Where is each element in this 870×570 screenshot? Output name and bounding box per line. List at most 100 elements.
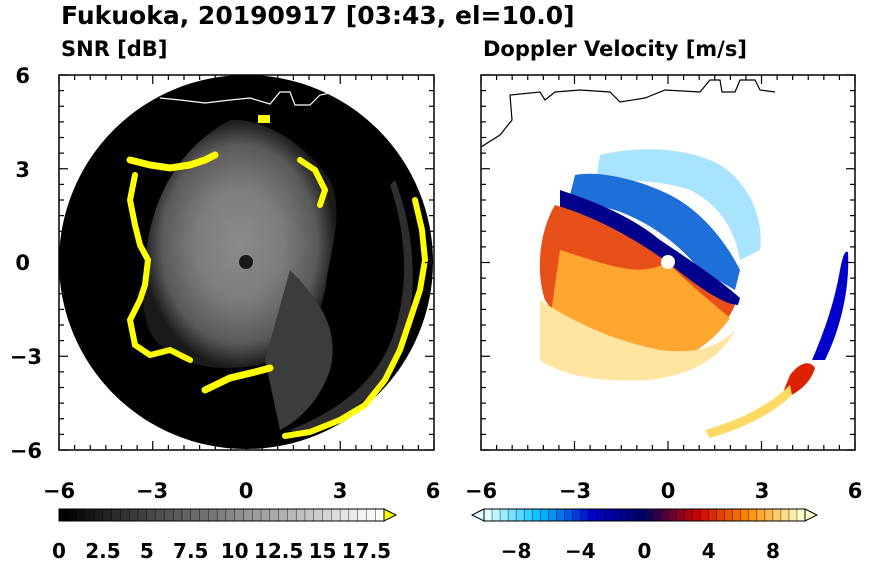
colorbar-bin: [58, 508, 69, 522]
colorbar-bin: [692, 508, 702, 522]
snr-y-tick: −3: [10, 345, 42, 369]
colorbar-bin: [668, 508, 678, 522]
snr-y-tick: 6: [15, 64, 30, 88]
colorbar-bin: [660, 508, 670, 522]
colorbar-bin: [278, 508, 288, 522]
colorbar-bin: [172, 508, 183, 522]
snr-colorbar: 0 2.5 5 7.5 10 12.5 15 17.5: [52, 508, 398, 563]
snr-x-tick: 0: [239, 479, 254, 503]
snr-x-tick: −3: [136, 479, 168, 503]
velocity-tick-marks: [480, 74, 856, 451]
colorbar-bin: [572, 508, 581, 522]
colorbar-bin: [515, 508, 525, 522]
colorbar-bin: [243, 508, 253, 522]
colorbar-bin: [146, 508, 157, 522]
colorbar-bin: [225, 508, 236, 522]
snr-echo-edge-nw: [126, 151, 219, 172]
velocity-x-tick: 3: [755, 479, 770, 503]
colorbar-bin: [772, 508, 782, 522]
colorbar-extend-high: [383, 508, 398, 522]
colorbar-tick-label: 7.5: [173, 539, 208, 563]
colorbar-bin: [252, 508, 262, 522]
snr-echo-southeast: [265, 270, 333, 430]
velocity-receding-dark: [560, 190, 740, 305]
colorbar-bin: [129, 508, 139, 522]
colorbar-bin: [260, 508, 271, 522]
colorbar-bin: [676, 508, 686, 522]
colorbar-bin: [636, 508, 646, 522]
colorbar-bin: [491, 508, 501, 522]
colorbar-bin: [684, 508, 694, 522]
snr-echo-edge-w: [126, 172, 193, 363]
colorbar-tick-label: −4: [565, 539, 596, 563]
velocity-band-east-blue: [812, 251, 849, 360]
figure-title: Fukuoka, 20190917 [03:43, el=10.0]: [61, 1, 575, 30]
colorbar-bin: [612, 508, 622, 522]
colorbar-bin: [780, 508, 790, 522]
colorbar-frame: [58, 508, 385, 522]
colorbar-bin: [596, 508, 605, 522]
colorbar-bin: [216, 508, 227, 522]
snr-x-tick: 6: [426, 479, 441, 503]
velocity-band-south-yellow: [705, 385, 792, 438]
velocity-approaching-pale: [540, 300, 735, 381]
velocity-receding-light: [595, 149, 761, 260]
snr-x-tick: −6: [43, 479, 75, 503]
colorbar-bin: [580, 508, 589, 522]
colorbar-bin: [507, 508, 517, 522]
colorbar-bin: [796, 508, 806, 522]
colorbar-bin: [564, 508, 573, 522]
colorbar-bin: [748, 508, 758, 522]
colorbar-bin: [199, 508, 209, 522]
colorbar-bin: [539, 508, 549, 522]
colorbar-bin: [628, 508, 638, 522]
snr-panel-title: SNR [dB]: [61, 37, 167, 61]
colorbar-bin: [339, 508, 350, 522]
snr-y-tick: −6: [10, 439, 42, 463]
colorbar-tick-label: 0: [52, 539, 66, 563]
colorbar-bin: [181, 508, 192, 522]
colorbar-tick-label: 2.5: [85, 539, 120, 563]
snr-echo-east-band: [290, 180, 413, 435]
colorbar-tick-label: 12.5: [254, 539, 303, 563]
snr-y-tick: 3: [15, 158, 30, 182]
velocity-colorbar: −8 −4 0 4 8: [470, 508, 819, 563]
colorbar-bin: [234, 508, 245, 522]
colorbar-bin: [531, 508, 541, 522]
colorbar-bin: [313, 508, 324, 522]
velocity-receding-mid: [570, 173, 740, 290]
velocity-coastline: [481, 79, 776, 148]
colorbar-bin: [357, 508, 368, 522]
velocity-x-tick: 6: [848, 479, 863, 503]
colorbar-bin: [111, 508, 122, 522]
colorbar-tick-label: 17.5: [342, 539, 391, 563]
snr-echo-edge-e: [282, 197, 429, 439]
colorbar-tick-label: 8: [766, 539, 780, 563]
colorbar-bin: [164, 508, 174, 522]
colorbar-bin: [652, 508, 662, 522]
snr-echo-edge-s: [201, 364, 274, 394]
colorbar-bin: [604, 508, 614, 522]
colorbar-bin: [85, 508, 95, 522]
colorbar-bin: [348, 508, 359, 522]
colorbar-bin: [269, 508, 280, 522]
colorbar-bin: [556, 508, 565, 522]
velocity-panel-title: Doppler Velocity [m/s]: [483, 37, 747, 61]
colorbar-tick-label: −8: [501, 539, 532, 563]
colorbar-bin: [588, 508, 597, 522]
colorbar-frame: [483, 508, 806, 522]
colorbar-bin: [740, 508, 750, 522]
snr-radar-site: [239, 255, 253, 269]
velocity-x-tick: −6: [465, 479, 497, 503]
colorbar-bin: [322, 508, 332, 522]
colorbar-bin: [102, 508, 113, 522]
colorbar-tick-label: 4: [702, 539, 716, 563]
snr-panel: −6 −3 0 3 6 6 3 0 −3 −6: [10, 64, 441, 503]
colorbar-bin: [499, 508, 509, 522]
colorbar-bin: [788, 508, 798, 522]
colorbar-tick-label: 5: [140, 539, 154, 563]
colorbar-tick-label: 10: [221, 539, 249, 563]
colorbar-bin: [304, 508, 315, 522]
colorbar-bin: [483, 508, 493, 522]
